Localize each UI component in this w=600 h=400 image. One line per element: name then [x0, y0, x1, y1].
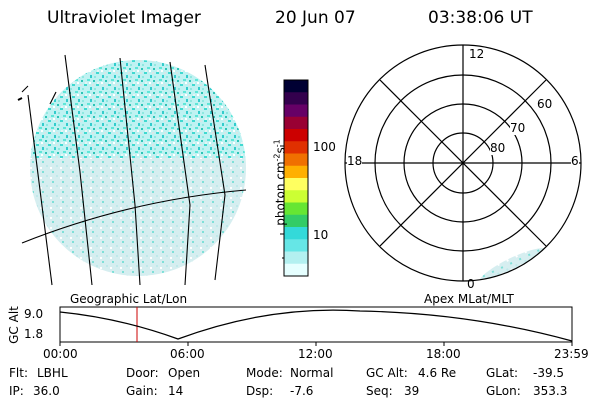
colorbar-band	[284, 165, 308, 179]
xtick-06-00: 06:00	[170, 347, 205, 361]
polar-plot-label: Apex MLat/MLT	[424, 292, 514, 306]
xtick-12-00: 12:00	[298, 347, 333, 361]
gain-label: Gain:	[126, 384, 158, 398]
mlt-label-12: 12	[469, 47, 485, 61]
glat-value: -39.5	[533, 366, 565, 380]
mlat-label-80: 80	[490, 141, 506, 155]
gain-value: 14	[168, 384, 184, 398]
mlt-label-18: 18	[347, 154, 363, 168]
door-value: Open	[168, 366, 201, 380]
altitude-ytick-1-8: 1.8	[24, 327, 44, 341]
glon-label: GLon:	[486, 384, 521, 398]
mlat-label-70: 70	[510, 121, 526, 135]
colorbar-band	[284, 116, 308, 130]
seq-label: Seq:	[366, 384, 393, 398]
gcalt-value: 4.6 Re	[418, 366, 457, 380]
dsp-label: Dsp:	[246, 384, 274, 398]
image-time: 03:38:06 UT	[428, 8, 533, 28]
colorbar-band	[284, 202, 308, 216]
ip-label: IP:	[9, 384, 24, 398]
mlt-label-0: 0	[467, 277, 475, 291]
glon-value: 353.3	[533, 384, 568, 398]
altitude-ytick-9: 9.0	[24, 307, 44, 321]
colorbar-band	[284, 129, 308, 142]
dsp-value: -7.6	[290, 384, 314, 398]
instrument-title: Ultraviolet Imager	[47, 8, 201, 28]
colorbar-tick-100: 100	[313, 140, 336, 154]
colorbar-band	[284, 92, 308, 105]
xtick-00-00: 00:00	[43, 347, 78, 361]
image-date: 20 Jun 07	[275, 8, 356, 28]
colorbar-band	[284, 263, 308, 277]
colorbar-band	[284, 190, 308, 203]
mlt-label-6: 6	[571, 154, 579, 168]
filter-label: Flt:	[9, 366, 28, 380]
colorbar-tick-10: 10	[313, 228, 329, 242]
colorbar-band	[284, 178, 308, 191]
altitude-ylabel: GC Alt	[7, 306, 21, 344]
gcalt-label: GC Alt:	[366, 366, 408, 380]
filter-value: LBHL	[37, 366, 68, 380]
colorbar-band	[284, 239, 308, 252]
colorbar-band	[284, 141, 308, 154]
colorbar-band	[284, 104, 308, 118]
seq-value: 39	[404, 384, 420, 398]
door-label: Door:	[126, 366, 159, 380]
geographic-map-label: Geographic Lat/Lon	[70, 292, 188, 306]
colorbar-band	[284, 80, 308, 93]
colorbar-band	[284, 214, 308, 228]
colorbar-band	[284, 251, 308, 265]
colorbar-band	[284, 227, 308, 240]
colorbar	[280, 79, 309, 277]
xtick-18-00: 18:00	[426, 347, 461, 361]
xtick-23-59: 23:59	[554, 347, 589, 361]
glat-label: GLat:	[486, 366, 519, 380]
ip-value: 36.0	[33, 384, 60, 398]
mode-value: Normal	[290, 366, 334, 380]
colorbar-band	[284, 153, 308, 167]
mlat-label-60: 60	[537, 97, 553, 111]
mode-label: Mode:	[246, 366, 283, 380]
